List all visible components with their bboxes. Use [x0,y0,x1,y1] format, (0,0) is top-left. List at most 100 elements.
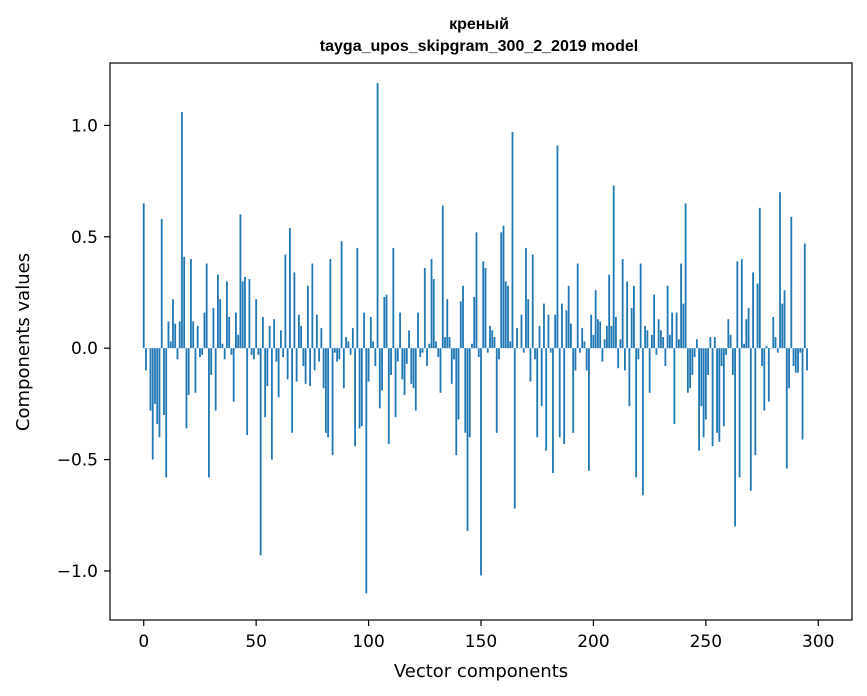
bar-271 [752,272,754,349]
bar-251 [707,348,709,375]
bar-13 [172,299,174,349]
bar-95 [356,247,359,349]
bar-156 [493,337,496,349]
bar-7 [158,348,161,438]
bar-238 [677,339,680,349]
bar-287 [788,348,790,389]
bar-87 [338,348,341,360]
y-tick-label: 0.5 [71,228,98,248]
bar-20 [187,348,190,395]
bar-230 [659,330,662,349]
bar-256 [718,348,721,442]
bar-5 [154,348,156,404]
bar-0 [142,203,145,349]
bar-10 [165,348,168,478]
bar-149 [477,348,480,358]
bar-272 [754,348,757,456]
bar-86 [336,348,338,362]
bar-174 [534,348,536,360]
bar-289 [792,348,795,366]
bar-186 [561,303,563,349]
bar-159 [500,232,503,349]
bar-35 [221,343,224,349]
bar-284 [781,303,784,349]
bar-139 [455,348,458,456]
x-axis-label: Vector components [394,661,568,682]
bar-179 [545,348,548,451]
bar-18 [183,256,186,349]
bar-74 [309,348,312,387]
chart-subtitle: tayga_upos_skipgram_300_2_2019 model [320,38,638,55]
bar-121 [414,348,417,411]
bar-16 [178,321,181,349]
bar-229 [657,319,660,349]
bar-76 [313,348,316,371]
bar-208 [610,325,613,349]
bar-47 [248,279,251,349]
bar-169 [522,348,525,353]
bar-168 [520,314,523,349]
bar-32 [214,348,217,411]
bar-285 [783,290,786,349]
bar-69 [297,314,300,349]
bar-170 [525,247,527,349]
bar-181 [549,348,552,353]
bar-187 [563,348,566,444]
bar-109 [387,348,390,444]
bar-171 [527,299,530,349]
bar-136 [448,337,451,349]
bar-65 [288,227,291,349]
bar-50 [255,299,258,349]
bar-215 [626,281,629,349]
bar-201 [594,290,597,349]
bar-66 [291,348,294,433]
bar-277 [765,345,768,349]
y-tick-label: −1.0 [57,562,98,582]
bar-240 [682,303,685,349]
bar-190 [570,323,572,349]
bar-117 [405,348,408,364]
bar-54 [264,348,267,418]
y-tick-label: −0.5 [57,451,98,471]
bar-269 [747,308,750,349]
bar-267 [743,343,745,349]
bar-275 [761,348,763,366]
bar-144 [466,348,469,531]
bar-99 [365,348,368,594]
bar-233 [666,285,669,349]
bar-237 [675,312,678,349]
bar-218 [633,285,635,349]
bar-152 [484,267,487,349]
bar-143 [464,348,467,433]
bar-262 [731,348,734,375]
bar-60 [277,348,280,398]
bar-61 [279,330,282,349]
bar-211 [617,348,620,369]
bar-162 [507,285,509,349]
bar-185 [558,348,561,438]
bar-120 [412,348,415,389]
bar-198 [588,348,590,471]
bar-80 [322,348,325,389]
bar-12 [169,341,172,349]
bar-191 [572,348,575,433]
bar-199 [590,314,593,349]
bar-196 [583,341,586,349]
bar-33 [217,274,219,349]
bar-34 [219,299,222,349]
bar-164 [511,132,514,349]
bar-41 [235,312,237,349]
bar-116 [403,348,406,395]
bar-294 [803,243,806,349]
bar-90 [345,337,347,349]
bar-62 [282,348,285,358]
bar-122 [417,312,419,349]
bar-68 [295,348,298,382]
bar-176 [538,325,541,349]
bar-85 [333,348,336,353]
bar-145 [468,348,471,438]
bar-126 [426,348,428,366]
bar-123 [419,348,422,358]
bar-30 [210,348,213,375]
